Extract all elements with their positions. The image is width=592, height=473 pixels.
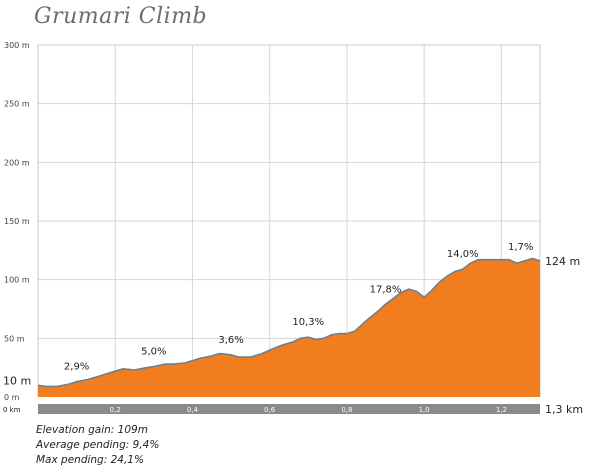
x-tick-label: 0,6: [264, 406, 276, 414]
max-pending-text: Max pending: 24,1%: [36, 454, 144, 466]
x-end-label: 1,3 km: [545, 403, 583, 416]
x-tick-label: 1,0: [419, 406, 430, 414]
x-tick-label: 0,2: [110, 406, 121, 414]
gradient-label: 5,0%: [141, 346, 166, 357]
y-axis: 0 m 50 m 100 m 150 m 200 m 250 m 300 m: [4, 41, 30, 402]
y-tick-label: 100 m: [4, 276, 30, 285]
y-tick-label: 200 m: [4, 158, 30, 167]
y-tick-label: 0 m: [4, 393, 20, 402]
start-elevation-label: 10 m: [3, 374, 31, 387]
elevation-gain-text: Elevation gain: 109m: [36, 424, 148, 436]
gradient-labels: 10 m 124 m 2,9% 5,0% 3,6% 10,3% 17,8% 14,0% 1,7%: [3, 242, 580, 387]
elevation-profile-line: [37, 257, 541, 388]
distance-axis-bar: [38, 404, 540, 414]
x-tick-label: 0,4: [187, 406, 199, 414]
elevation-area-layer: [37, 257, 541, 397]
x-axis: 0 km 0,2 0,4 0,6 0,8 1,0 1,2 1,3 km: [3, 403, 583, 416]
average-pending-text: Average pending: 9,4%: [36, 439, 160, 451]
climb-stats: Elevation gain: 109m Average pending: 9,…: [36, 423, 159, 468]
y-tick-label: 150 m: [4, 217, 30, 226]
gradient-label: 10,3%: [292, 317, 324, 328]
gradient-label: 3,6%: [218, 335, 243, 346]
gradient-label: 14,0%: [447, 249, 479, 260]
elevation-area: [38, 258, 540, 397]
chart-title: Grumari Climb: [34, 4, 208, 29]
gradient-label: 2,9%: [64, 362, 89, 373]
end-elevation-label: 124 m: [545, 255, 580, 268]
x-tick-label: 1,2: [496, 406, 507, 414]
y-tick-label: 300 m: [4, 41, 30, 50]
y-tick-label: 250 m: [4, 100, 30, 109]
y-tick-label: 50 m: [4, 334, 25, 343]
gradient-label: 17,8%: [370, 284, 402, 295]
x-start-label: 0 km: [3, 406, 21, 414]
gradient-label: 1,7%: [508, 242, 533, 253]
x-tick-label: 0,8: [341, 406, 352, 414]
